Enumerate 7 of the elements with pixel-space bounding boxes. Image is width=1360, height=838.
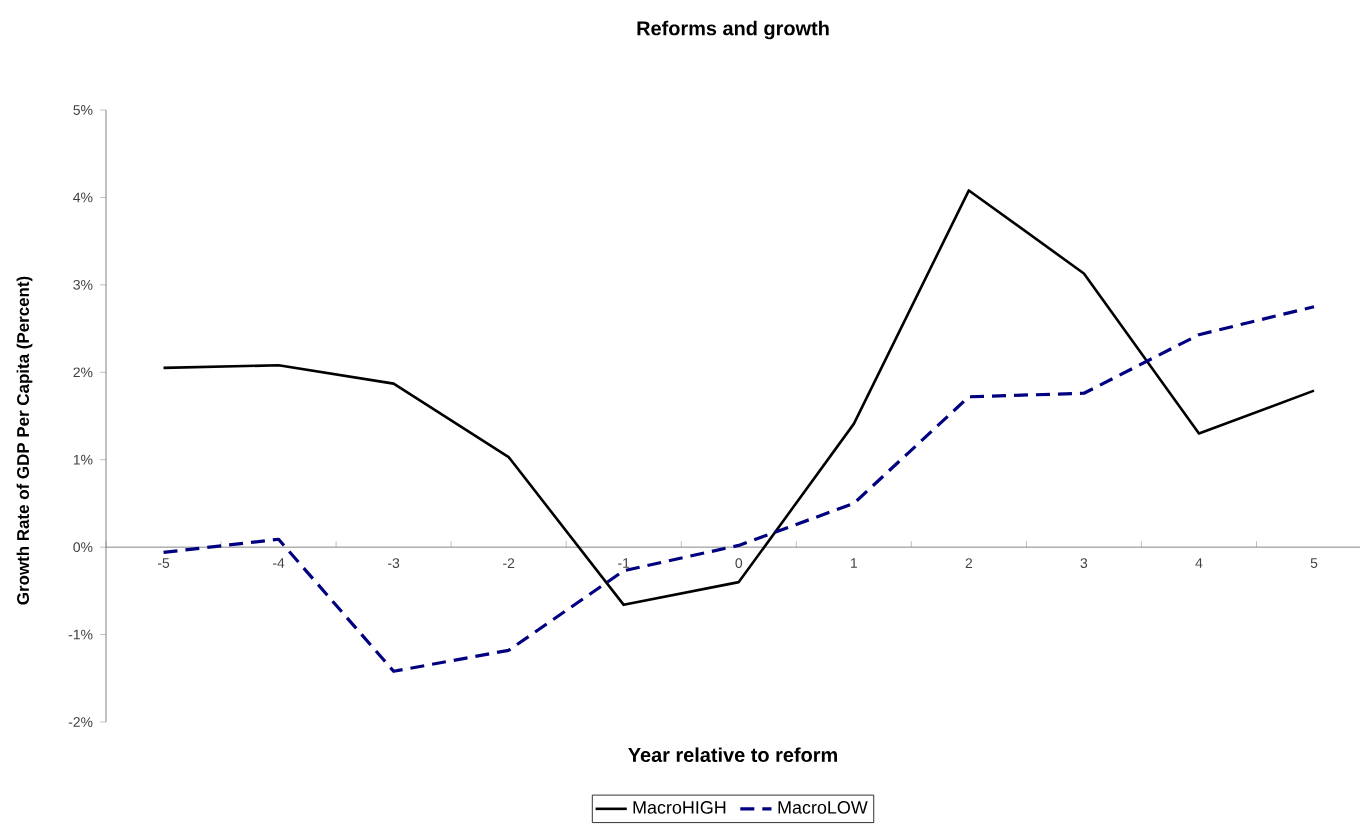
chart-title: Reforms and growth <box>637 20 829 40</box>
x-axis-title: Year relative to reform <box>628 747 837 763</box>
y-axis-title: Growth Rate of GDP Per Capita (Percent) <box>16 276 33 605</box>
legend-label: MacroHIGH <box>633 801 726 814</box>
legend-label: MacroLOW <box>778 801 868 814</box>
line-series <box>162 189 1316 607</box>
line-series <box>161 305 1316 673</box>
